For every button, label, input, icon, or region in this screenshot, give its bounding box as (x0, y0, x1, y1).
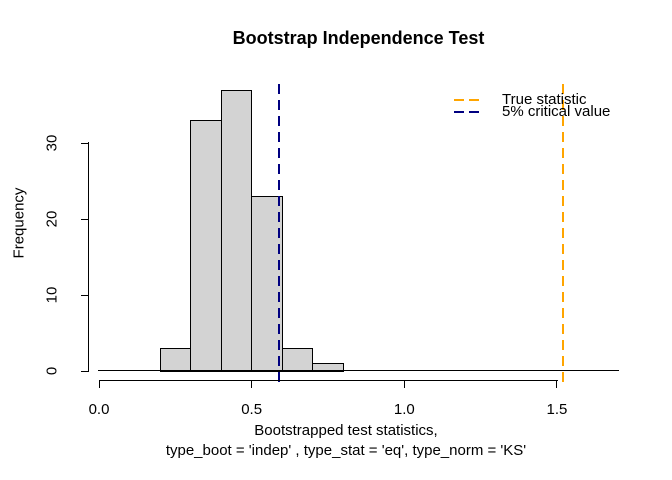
true-statistic-line (562, 84, 565, 385)
critical-value-label: 5% critical value (502, 103, 611, 120)
histogram-bar (281, 348, 314, 372)
x-axis-tick (556, 381, 558, 388)
legend: True statistic 5% critical value (454, 91, 611, 120)
y-axis-tick-label: 20 (43, 210, 61, 228)
x-axis-label-line2: type_boot = 'indep' , type_stat = 'eq', … (165, 442, 527, 459)
x-axis-tick (403, 381, 405, 388)
histogram-bar (190, 120, 222, 372)
legend-item-true-statistic: True statistic (454, 91, 610, 108)
y-axis-line (88, 142, 89, 372)
y-axis-tick (81, 370, 88, 372)
x-axis-tick-label: 0.5 (241, 401, 263, 418)
x-axis-label: Bootstrapped test statistics, type_boot … (166, 421, 526, 461)
critical-value-line (278, 84, 281, 385)
critical-value-line-sample (454, 111, 481, 113)
legend-item-critical-value: 5% critical value (454, 103, 611, 120)
x-axis-line (99, 380, 558, 381)
true-statistic-line-sample (454, 99, 481, 101)
histogram-bar (220, 89, 253, 372)
zero-baseline (98, 370, 619, 371)
y-axis-tick-label: 30 (43, 134, 61, 152)
chart-title: Bootstrap Independence Test (232, 28, 485, 48)
y-axis-tick (81, 218, 88, 220)
y-axis-tick (81, 294, 88, 296)
x-axis-tick-label: 1.0 (393, 401, 415, 418)
y-axis-tick-label: 0 (43, 366, 61, 376)
x-axis-tick-label: 0.0 (88, 401, 110, 418)
x-axis-tick (98, 381, 100, 388)
histogram-bar (312, 363, 344, 372)
x-axis-tick-label: 1.5 (546, 401, 568, 418)
x-axis-label-line1: Bootstrapped test statistics, (254, 422, 438, 439)
histogram-bar (159, 348, 192, 372)
histogram-bar (251, 196, 283, 372)
true-statistic-label: True statistic (502, 91, 587, 108)
y-axis-tick-label: 10 (43, 286, 61, 304)
x-axis-tick (251, 381, 253, 388)
y-axis-tick (81, 142, 88, 144)
